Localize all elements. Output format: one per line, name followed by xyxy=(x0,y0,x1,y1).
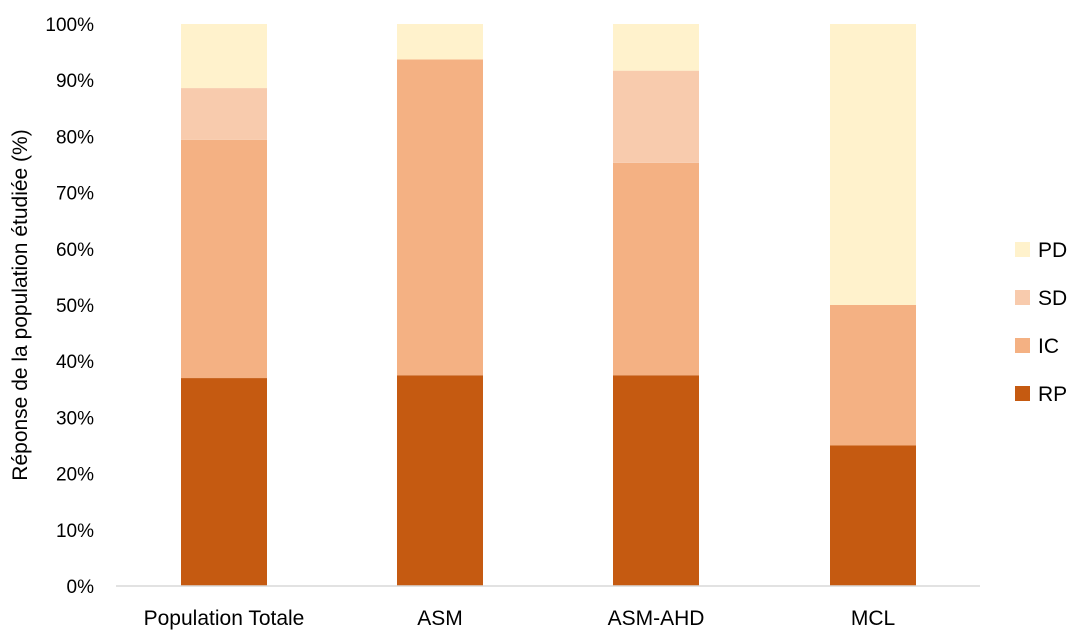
bars-layer xyxy=(181,24,916,586)
y-tick-labels: 0% 10% 20% 30% 40% 50% 60% 70% 80% 90% 100% xyxy=(45,15,94,598)
bar-segment-rp-0 xyxy=(181,378,267,586)
y-tick-label: 0% xyxy=(67,577,95,598)
legend-swatch-rp xyxy=(1015,386,1030,401)
y-tick-label: 100% xyxy=(45,15,94,36)
x-category-label: MCL xyxy=(851,607,895,630)
bar-segment-ic-2 xyxy=(613,162,699,376)
bar-segment-ic-0 xyxy=(181,139,267,379)
y-tick-label: 60% xyxy=(56,240,94,261)
x-category-label: ASM xyxy=(417,607,463,630)
bar-segment-rp-3 xyxy=(830,445,916,586)
bar-segment-rp-1 xyxy=(397,375,483,586)
bar-segment-pd-0 xyxy=(181,24,267,89)
bar-segment-pd-1 xyxy=(397,24,483,60)
y-tick-label: 30% xyxy=(56,408,94,429)
y-tick-label: 20% xyxy=(56,465,94,486)
legend-label-pd: PD xyxy=(1038,239,1067,262)
y-tick-label: 70% xyxy=(56,184,94,205)
bar-segment-pd-2 xyxy=(613,24,699,71)
legend: PD SD IC RP xyxy=(1015,239,1067,406)
legend-swatch-sd xyxy=(1015,290,1030,305)
y-tick-label: 80% xyxy=(56,127,94,148)
x-category-label: Population Totale xyxy=(144,607,305,630)
legend-label-ic: IC xyxy=(1038,335,1059,358)
bar-segment-sd-0 xyxy=(181,88,267,140)
legend-swatch-pd xyxy=(1015,242,1030,257)
bar-segment-pd-3 xyxy=(830,24,916,305)
bar-segment-sd-2 xyxy=(613,70,699,163)
legend-label-sd: SD xyxy=(1038,287,1067,310)
bar-segment-rp-2 xyxy=(613,375,699,586)
bar-segment-ic-1 xyxy=(397,59,483,376)
y-tick-label: 40% xyxy=(56,352,94,373)
bar-segment-ic-3 xyxy=(830,305,916,446)
x-category-label: ASM-AHD xyxy=(608,607,705,630)
y-tick-label: 10% xyxy=(56,521,94,542)
y-tick-label: 50% xyxy=(56,296,94,317)
y-tick-label: 90% xyxy=(56,71,94,92)
x-category-labels: Population Totale ASM ASM-AHD MCL xyxy=(144,607,896,630)
legend-swatch-ic xyxy=(1015,338,1030,353)
y-axis-title: Réponse de la population étudiée (%) xyxy=(9,129,32,480)
legend-label-rp: RP xyxy=(1038,383,1067,406)
